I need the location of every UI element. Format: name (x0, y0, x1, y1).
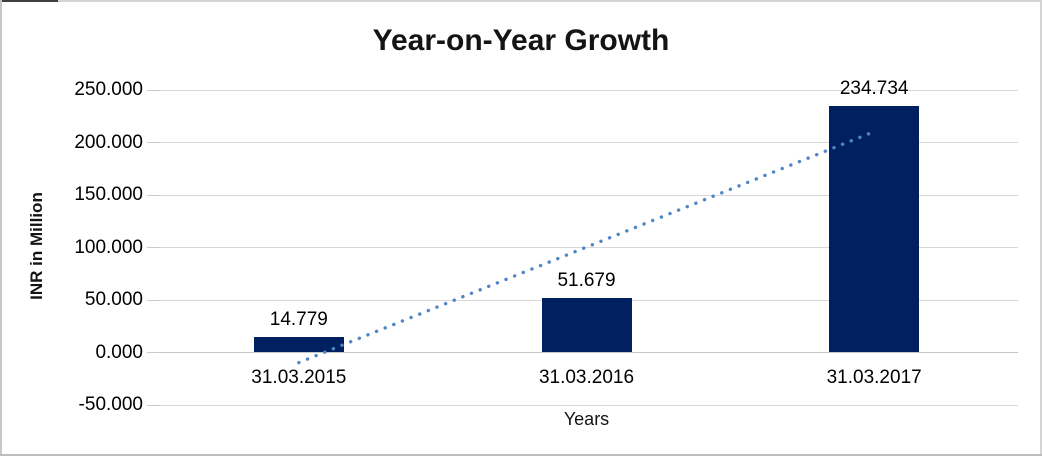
gridline (155, 404, 1018, 406)
bar (829, 106, 920, 353)
x-tick-label: 31.03.2015 (251, 367, 347, 388)
y-tick-mark (147, 142, 160, 143)
y-tick-label: 100.000 (74, 236, 143, 258)
chart-title: Year-on-Year Growth (372, 24, 670, 57)
frame-border-bottom (0, 454, 1042, 456)
y-tick-mark (147, 299, 160, 301)
y-tick-mark (147, 247, 160, 248)
gridline (155, 89, 1018, 91)
y-tick-label: 250.000 (74, 79, 143, 100)
bar (541, 298, 632, 353)
y-tick-label: 200.000 (74, 131, 143, 153)
bar-value-label: 14.779 (269, 308, 328, 330)
x-axis-title: Years (563, 409, 610, 429)
bar-value-label: 51.679 (557, 270, 616, 292)
frame-border-accent (0, 0, 58, 2)
y-tick-mark (147, 404, 160, 406)
y-tick-mark (147, 89, 160, 91)
bar-value-label: 234.734 (839, 78, 909, 100)
y-tick-label: 150.000 (74, 184, 143, 205)
y-tick-label: 0.000 (95, 341, 143, 363)
frame-border-left (0, 0, 2, 456)
frame-border-right (1040, 0, 1042, 456)
y-tick-mark (147, 194, 160, 196)
frame-border-top (0, 0, 1042, 2)
y-tick-label: -50.000 (78, 394, 143, 415)
x-tick-label: 31.03.2017 (826, 367, 922, 388)
y-tick-label: 50.000 (84, 289, 143, 310)
y-tick-mark (147, 352, 160, 353)
bar (253, 336, 344, 353)
x-tick-label: 31.03.2016 (538, 367, 635, 388)
